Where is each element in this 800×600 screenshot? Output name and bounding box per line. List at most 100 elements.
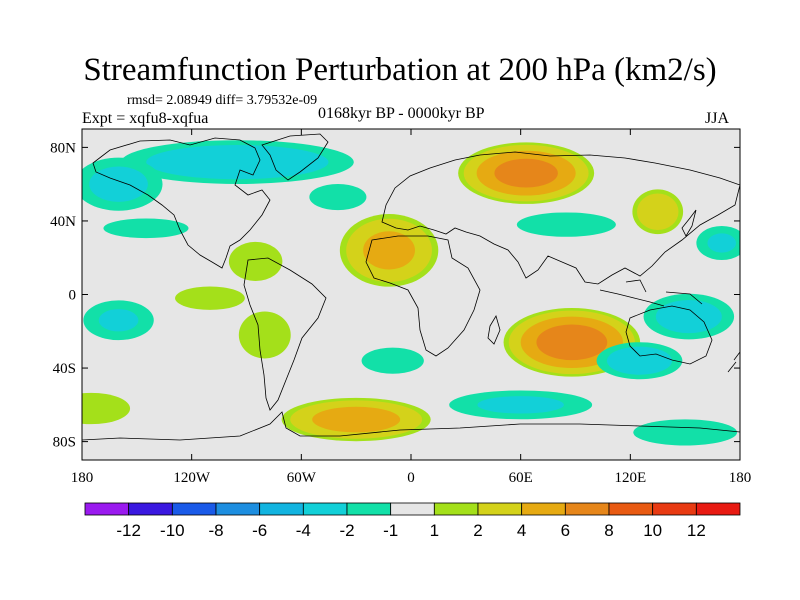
colorbar-swatch xyxy=(390,502,435,516)
feature-north-pacific-negative xyxy=(82,157,163,211)
feature-north-atlantic-arctic-negative xyxy=(120,140,354,184)
colorbar-swatch xyxy=(477,502,523,516)
contour-band xyxy=(633,419,738,446)
contour-band xyxy=(516,212,616,237)
experiment-label: Expt = xqfu8-xqfua xyxy=(82,110,209,127)
colorbar-label: 6 xyxy=(561,521,570,540)
colorbar-label: -12 xyxy=(116,521,141,540)
contour-band xyxy=(363,231,415,270)
contour-band xyxy=(636,193,679,231)
contour-band xyxy=(146,144,329,180)
colorbar-swatch xyxy=(652,502,697,516)
x-tick-label: 120W xyxy=(173,470,211,486)
x-tick-label: 180 xyxy=(729,470,752,486)
y-axis: 80N 40N 0 40S 80S xyxy=(50,140,740,451)
feature-southern-ocean-negative xyxy=(449,390,593,420)
feature-eurasia-positive xyxy=(458,142,595,204)
coast-madagascar xyxy=(487,315,501,345)
x-tick-label: 180 xyxy=(71,470,94,486)
colorbar-swatch xyxy=(433,502,479,516)
coast-south-america xyxy=(243,257,327,411)
feature-north-atlantic-negative xyxy=(309,183,367,211)
feature-central-asia-negative xyxy=(516,212,616,237)
x-tick-label: 120E xyxy=(614,470,646,486)
colorbar-label: -2 xyxy=(339,521,354,540)
feature-indian-ocean-positive xyxy=(503,307,641,377)
contour-band xyxy=(477,396,564,414)
colorbar-swatch xyxy=(346,502,392,516)
coast-eurasia xyxy=(381,151,740,285)
colorbar-label: -8 xyxy=(208,521,223,540)
colorbar-swatch xyxy=(259,502,304,516)
feature-west-africa-positive xyxy=(339,214,439,287)
coastlines xyxy=(82,133,740,441)
coast-indonesia xyxy=(599,279,703,307)
coast-north-america xyxy=(92,137,271,269)
contour-band xyxy=(89,166,148,202)
colorbar-swatch xyxy=(521,502,566,516)
colorbar-swatch xyxy=(302,502,348,516)
feature-south-atlantic-negative xyxy=(361,347,424,374)
colorbar-label: -10 xyxy=(160,521,185,540)
colorbar-swatch xyxy=(215,502,261,516)
x-axis: 180 120W 60W 0 60E 120E 180 xyxy=(71,129,752,486)
contour-band xyxy=(82,392,131,425)
feature-north-pacific-band-negative xyxy=(103,218,189,239)
contour-band xyxy=(98,309,139,332)
colorbar-swatch xyxy=(564,502,610,516)
coast-new-zealand xyxy=(727,351,740,373)
feature-antarctic-pacific-negative xyxy=(633,419,738,446)
feature-south-america-positive xyxy=(238,311,291,359)
contour-band xyxy=(606,346,673,375)
colorbar-label: 1 xyxy=(430,521,439,540)
streamfunction-field xyxy=(82,129,740,460)
coast-japan xyxy=(681,209,697,237)
colorbar-label: -6 xyxy=(252,521,267,540)
y-tick-label: 80S xyxy=(53,435,76,451)
period-label: 0168kyr BP - 0000kyr BP xyxy=(318,105,485,122)
feature-south-pacific-negative xyxy=(643,293,735,340)
contour-band xyxy=(103,218,189,239)
y-tick-label: 80N xyxy=(50,140,76,156)
contour-band xyxy=(238,311,291,359)
contour-band xyxy=(361,347,424,374)
feature-south-east-pacific-positive xyxy=(82,392,131,425)
feature-australia-negative xyxy=(596,342,683,380)
colorbar-label: 2 xyxy=(473,521,482,540)
colorbar-label: 8 xyxy=(604,521,613,540)
stats-text: rmsd= 2.08949 diff= 3.79532e-09 xyxy=(127,93,318,108)
contour-band xyxy=(494,158,558,188)
coast-africa xyxy=(365,235,481,357)
x-tick-label: 60W xyxy=(287,470,317,486)
feature-south-pacific-east-negative xyxy=(83,300,154,341)
season-label: JJA xyxy=(705,110,730,127)
coast-greenland xyxy=(261,133,329,181)
colorbar-swatch xyxy=(608,502,654,516)
contour-band xyxy=(175,286,245,310)
colorbar-swatch xyxy=(171,502,217,516)
x-tick-label: 0 xyxy=(407,470,415,486)
colorbar-label: -1 xyxy=(383,521,398,540)
colorbar-label: -4 xyxy=(296,521,311,540)
chart-title: Streamfunction Perturbation at 200 hPa (… xyxy=(83,52,717,88)
contour-band xyxy=(309,183,367,211)
feature-north-east-pacific-negative xyxy=(696,226,740,261)
y-tick-label: 40S xyxy=(53,361,76,377)
feature-tropical-pacific-positive xyxy=(175,286,245,310)
colorbar-swatch xyxy=(128,502,173,516)
colorbar-swatch xyxy=(84,502,130,516)
x-tick-label: 60E xyxy=(509,470,533,486)
contour-band xyxy=(655,299,722,334)
colorbar: -12 -10 -8 -6 -4 -2 -1 1 2 4 6 8 10 12 xyxy=(84,502,741,540)
y-tick-label: 0 xyxy=(69,288,77,304)
feature-east-asia-positive xyxy=(632,189,684,235)
y-tick-label: 40N xyxy=(50,214,76,230)
colorbar-label: 10 xyxy=(643,521,662,540)
contour-band xyxy=(536,324,608,361)
feature-gulf-mexico-positive xyxy=(228,241,283,281)
contour-band xyxy=(228,241,283,281)
colorbar-label: 12 xyxy=(687,521,706,540)
coast-antarctica xyxy=(82,411,740,441)
contour-band xyxy=(312,406,401,433)
